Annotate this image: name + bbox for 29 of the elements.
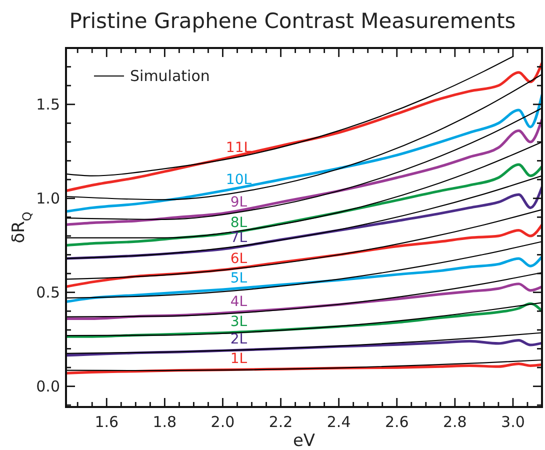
line-series bbox=[66, 272, 542, 318]
chart-title: Pristine Graphene Contrast Measurements bbox=[69, 9, 516, 33]
x-tick-label: 1.6 bbox=[94, 413, 119, 431]
series-label: 6L bbox=[230, 250, 248, 267]
series-label: 10L bbox=[226, 172, 252, 188]
y-tick-label: 1.0 bbox=[36, 189, 60, 208]
y-tick-label: 1.5 bbox=[36, 95, 60, 114]
series-label: 8L bbox=[230, 215, 248, 232]
x-tick-label: 2.8 bbox=[442, 413, 467, 431]
x-tick-label: 2.6 bbox=[384, 413, 409, 431]
series-label: 5L bbox=[230, 270, 248, 287]
line-series bbox=[66, 332, 542, 354]
series-label: 2L bbox=[230, 332, 248, 348]
series-label: 9L bbox=[230, 194, 248, 210]
x-tick-label: 1.8 bbox=[152, 413, 177, 431]
series-label: 11L bbox=[226, 140, 252, 156]
y-tick-label: 0.5 bbox=[36, 283, 60, 302]
line-series bbox=[66, 94, 542, 213]
series-label: 7L bbox=[230, 230, 248, 246]
y-tick-label: 0.0 bbox=[36, 377, 60, 396]
series-label: 1L bbox=[230, 350, 248, 367]
series-label: 3L bbox=[230, 314, 248, 330]
series-label: 4L bbox=[230, 294, 248, 310]
legend-label: Simulation bbox=[130, 67, 210, 85]
x-tick-label: 2.0 bbox=[210, 413, 235, 431]
x-tick-label: 2.2 bbox=[268, 413, 293, 431]
x-tick-label: 3.0 bbox=[501, 413, 525, 431]
x-tick-label: 2.4 bbox=[326, 413, 351, 431]
x-axis-title: eV bbox=[292, 431, 316, 450]
